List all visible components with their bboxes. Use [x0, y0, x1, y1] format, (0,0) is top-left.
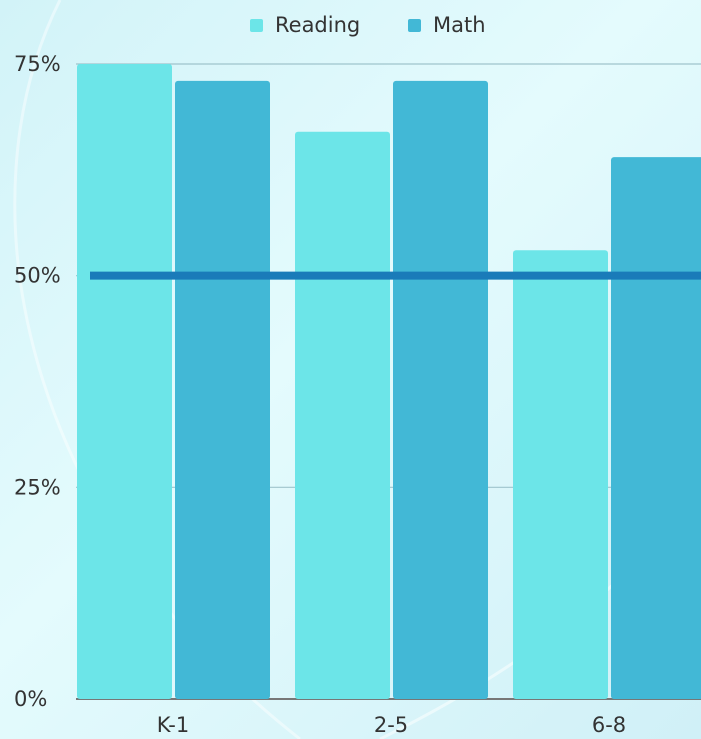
legend-label: Reading [275, 13, 360, 37]
bar [295, 131, 390, 699]
legend-swatch [250, 19, 263, 32]
y-tick-label: 0% [14, 687, 47, 711]
bar [513, 250, 608, 699]
bar [77, 64, 172, 699]
legend-swatch [408, 19, 421, 32]
bar [175, 80, 270, 699]
y-tick-label: 75% [14, 52, 61, 76]
x-tick-label: 2-5 [374, 713, 408, 737]
x-tick-label: 6-8 [592, 713, 626, 737]
legend-label: Math [433, 13, 486, 37]
x-tick-label: K-1 [157, 713, 190, 737]
y-tick-label: 25% [14, 475, 61, 499]
bar [393, 80, 488, 699]
y-tick-label: 50% [14, 264, 61, 288]
bar [611, 157, 701, 699]
